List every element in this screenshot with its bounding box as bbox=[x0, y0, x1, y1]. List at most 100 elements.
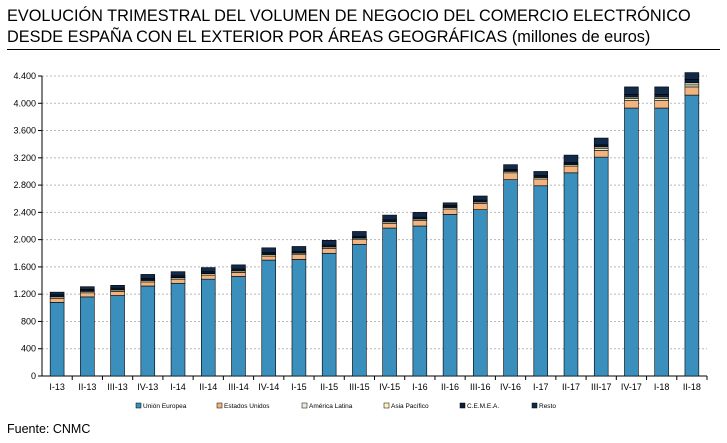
stacked-bar-chart: 0 400 800 1.200 1.600 2.000 2.400 2.800 3.200 3.6… bbox=[13, 71, 708, 410]
bar-segment bbox=[533, 178, 549, 187]
bar-segment bbox=[412, 220, 428, 227]
bar-segment bbox=[503, 172, 518, 180]
x-tick-label: IV-14 bbox=[258, 382, 279, 392]
bar-segment bbox=[170, 278, 186, 284]
bar-segment bbox=[412, 225, 428, 377]
bar-segment bbox=[533, 185, 549, 377]
bar-segment bbox=[684, 84, 700, 88]
y-tick-label: 1.200 bbox=[13, 289, 36, 299]
bar-segment bbox=[80, 292, 95, 298]
bar-segment bbox=[624, 100, 639, 109]
y-tick-label: 4.000 bbox=[13, 98, 36, 108]
bar-segment bbox=[49, 302, 65, 377]
bar-segment bbox=[80, 286, 95, 290]
bar-segment bbox=[110, 291, 125, 296]
y-tick-label: 2.400 bbox=[13, 207, 36, 217]
bar-segment bbox=[654, 100, 669, 109]
x-tick-label: I-18 bbox=[654, 382, 670, 392]
y-tick-label: 400 bbox=[21, 344, 36, 354]
bar-segment bbox=[382, 222, 397, 229]
bar-segment bbox=[533, 171, 549, 176]
legend-label: Resto bbox=[539, 403, 556, 410]
x-tick-label: III-13 bbox=[107, 382, 128, 392]
title-units: (millones de euros) bbox=[511, 28, 651, 46]
title-line-1: EVOLUCIÓN TRIMESTRAL DEL VOLUMEN DE NEGO… bbox=[7, 7, 691, 25]
legend-label: América Latina bbox=[309, 403, 353, 410]
bar-segment bbox=[503, 179, 518, 377]
x-tick-label: I-15 bbox=[291, 382, 307, 392]
legend-label: Asia Pacífico bbox=[391, 403, 429, 410]
x-tick-label: III-16 bbox=[470, 382, 491, 392]
bar-segment bbox=[563, 154, 579, 163]
legend-swatch bbox=[459, 402, 466, 409]
x-tick-label: I-16 bbox=[412, 382, 428, 392]
bar-segment bbox=[593, 150, 609, 158]
bar-segment bbox=[231, 264, 246, 270]
x-tick-label: II-14 bbox=[199, 382, 217, 392]
x-tick-label: I-13 bbox=[49, 382, 65, 392]
y-tick-label: 3.600 bbox=[13, 126, 36, 136]
legend-swatch bbox=[216, 402, 223, 409]
y-tick-label: 1.600 bbox=[13, 262, 36, 272]
bar-segment bbox=[684, 79, 700, 84]
bar-segment bbox=[170, 282, 186, 377]
bar-segment bbox=[352, 231, 367, 237]
bar-segment bbox=[442, 208, 458, 215]
x-tick-label: II-15 bbox=[320, 382, 338, 392]
bar-segment bbox=[593, 147, 609, 151]
x-tick-label: IV-13 bbox=[137, 382, 158, 392]
bar-segment bbox=[684, 72, 700, 80]
y-tick-label: 800 bbox=[21, 316, 36, 326]
bar-segment bbox=[321, 252, 337, 377]
x-tick-label: II-13 bbox=[78, 382, 96, 392]
x-tick-label: I-17 bbox=[533, 382, 549, 392]
bar-segment bbox=[442, 202, 458, 206]
chart-title: EVOLUCIÓN TRIMESTRAL DEL VOLUMEN DE NEGO… bbox=[7, 6, 719, 48]
x-tick-label: IV-16 bbox=[500, 382, 521, 392]
x-tick-label: III-17 bbox=[591, 382, 612, 392]
x-tick-label: II-16 bbox=[441, 382, 459, 392]
x-tick-label: II-17 bbox=[562, 382, 580, 392]
bar-segment bbox=[49, 297, 65, 303]
bar-segment bbox=[140, 285, 156, 377]
bar-segment bbox=[684, 94, 700, 377]
bar-segment bbox=[261, 259, 276, 377]
x-tick-label: IV-17 bbox=[621, 382, 642, 392]
bar-segment bbox=[231, 276, 246, 377]
x-tick-label: III-14 bbox=[228, 382, 249, 392]
bar-segment bbox=[654, 94, 669, 98]
bar-segment bbox=[624, 98, 639, 101]
bar-segment bbox=[110, 285, 125, 289]
bar-segment bbox=[140, 274, 156, 279]
bar-segment bbox=[321, 240, 337, 246]
bar-segment bbox=[140, 281, 156, 287]
bar-segment bbox=[291, 254, 307, 260]
bar-segment bbox=[684, 82, 700, 86]
title-divider bbox=[7, 49, 720, 50]
bar-segment bbox=[503, 164, 518, 170]
legend-label: Estados Unidos bbox=[224, 403, 270, 410]
bar-segment bbox=[412, 212, 428, 218]
bar-segment bbox=[382, 214, 397, 221]
y-tick-label: 2.800 bbox=[13, 180, 36, 190]
bar-segment bbox=[654, 98, 669, 101]
bar-segment bbox=[110, 295, 125, 377]
x-tick-label: IV-15 bbox=[379, 382, 400, 392]
bar-segment bbox=[442, 214, 458, 377]
legend-swatch bbox=[301, 402, 308, 409]
legend-swatch bbox=[383, 402, 390, 409]
legend-label: C.E.M.E.A. bbox=[467, 403, 499, 410]
bar-segment bbox=[291, 259, 307, 377]
bar-segment bbox=[624, 86, 639, 95]
y-tick-label: 0 bbox=[31, 371, 36, 381]
bar-segment bbox=[200, 278, 216, 377]
bar-segment bbox=[624, 107, 639, 377]
y-tick-label: 4.400 bbox=[13, 71, 36, 81]
bar-segment bbox=[200, 274, 216, 280]
bar-segment bbox=[473, 203, 488, 210]
bar-segment bbox=[563, 165, 579, 174]
bar-segment bbox=[231, 272, 246, 277]
bar-segment bbox=[261, 255, 276, 261]
legend-swatch bbox=[135, 402, 142, 409]
bar-segment bbox=[593, 156, 609, 377]
